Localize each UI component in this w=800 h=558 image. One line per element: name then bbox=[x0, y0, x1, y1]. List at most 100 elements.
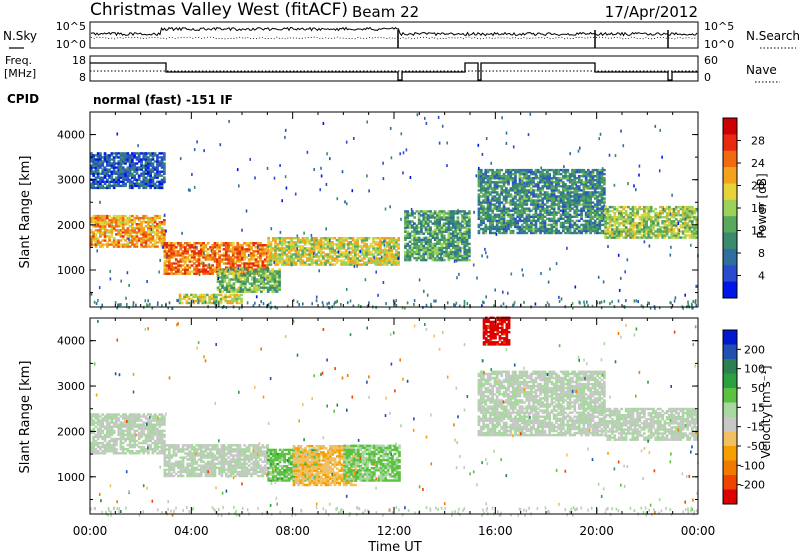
data-cell bbox=[331, 251, 334, 253]
data-cell bbox=[578, 185, 581, 187]
data-cell bbox=[548, 218, 551, 220]
data-cell bbox=[264, 264, 267, 266]
data-cell bbox=[620, 222, 623, 224]
data-cell bbox=[92, 154, 95, 156]
data-cell bbox=[510, 199, 513, 201]
data-cell bbox=[589, 187, 592, 189]
data-cell bbox=[149, 237, 152, 239]
data-cell bbox=[503, 175, 506, 177]
data-cell bbox=[530, 181, 533, 183]
data-cell bbox=[654, 230, 657, 232]
data-cell bbox=[546, 201, 549, 203]
data-cell bbox=[239, 258, 242, 260]
data-cell bbox=[406, 235, 409, 237]
data-cell bbox=[548, 169, 551, 171]
data-cell bbox=[365, 261, 368, 263]
data-cell bbox=[441, 249, 444, 251]
data-cell bbox=[271, 268, 274, 270]
data-cell bbox=[101, 160, 104, 162]
data-cell bbox=[461, 224, 464, 226]
data-cell bbox=[668, 228, 671, 230]
data-cell bbox=[429, 226, 432, 228]
data-cell bbox=[156, 225, 159, 227]
data-cell bbox=[156, 171, 159, 173]
data-cell bbox=[466, 222, 469, 224]
data-cell bbox=[530, 220, 533, 222]
data-cell bbox=[625, 226, 628, 228]
data-cell bbox=[569, 181, 572, 183]
data-cell bbox=[643, 206, 646, 208]
data-cell bbox=[161, 185, 164, 187]
data-cell bbox=[264, 258, 267, 260]
data-cell bbox=[225, 252, 228, 254]
data-cell bbox=[507, 181, 510, 183]
data-cell bbox=[208, 300, 211, 302]
nsearch-line bbox=[91, 37, 697, 39]
data-cell bbox=[454, 229, 457, 231]
data-cell bbox=[689, 236, 692, 238]
data-cell bbox=[567, 193, 570, 195]
data-cell bbox=[427, 222, 430, 224]
data-cell bbox=[609, 218, 612, 220]
data-cell bbox=[227, 242, 230, 244]
scatter-point bbox=[619, 289, 621, 292]
data-cell bbox=[487, 169, 490, 171]
data-cell bbox=[99, 173, 102, 175]
data-cell bbox=[142, 158, 145, 160]
scatter-point bbox=[180, 157, 182, 160]
data-cell bbox=[163, 158, 166, 160]
data-cell bbox=[206, 302, 209, 304]
data-cell bbox=[384, 251, 387, 253]
data-cell bbox=[145, 237, 148, 239]
data-cell bbox=[535, 208, 538, 210]
data-cell bbox=[530, 226, 533, 228]
data-cell bbox=[111, 231, 114, 233]
data-cell bbox=[274, 239, 277, 241]
data-cell bbox=[541, 220, 544, 222]
data-cell bbox=[564, 187, 567, 189]
data-cell bbox=[452, 243, 455, 245]
data-cell bbox=[154, 219, 157, 221]
data-cell bbox=[487, 187, 490, 189]
data-cell bbox=[283, 239, 286, 241]
data-cell bbox=[225, 246, 228, 248]
data-cell bbox=[643, 210, 646, 212]
data-cell bbox=[484, 214, 487, 216]
data-cell bbox=[260, 291, 263, 293]
data-cell bbox=[438, 210, 441, 212]
data-cell bbox=[686, 224, 689, 226]
data-cell bbox=[281, 237, 284, 239]
data-cell bbox=[269, 270, 272, 272]
data-cell bbox=[104, 152, 107, 154]
data-cell bbox=[537, 169, 540, 171]
data-cell bbox=[138, 231, 141, 233]
data-cell bbox=[609, 214, 612, 216]
data-cell bbox=[609, 224, 612, 226]
data-cell bbox=[108, 175, 111, 177]
data-cell bbox=[115, 239, 118, 241]
data-cell bbox=[666, 218, 669, 220]
data-cell bbox=[560, 210, 563, 212]
data-cell bbox=[675, 218, 678, 220]
data-cell bbox=[386, 249, 389, 251]
data-cell bbox=[657, 218, 660, 220]
data-cell bbox=[101, 243, 104, 245]
data-cell bbox=[142, 237, 145, 239]
data-cell bbox=[243, 258, 246, 260]
data-cell bbox=[532, 189, 535, 191]
data-cell bbox=[154, 160, 157, 162]
data-cell bbox=[182, 246, 185, 248]
data-cell bbox=[598, 193, 601, 195]
data-cell bbox=[450, 226, 453, 228]
data-cell bbox=[205, 254, 208, 256]
data-cell bbox=[211, 268, 214, 270]
data-cell bbox=[489, 214, 492, 216]
data-cell bbox=[682, 230, 685, 232]
data-cell bbox=[557, 220, 560, 222]
data-cell bbox=[113, 243, 116, 245]
data-cell bbox=[349, 257, 352, 259]
data-cell bbox=[101, 171, 104, 173]
data-cell bbox=[386, 245, 389, 247]
data-cell bbox=[327, 237, 330, 239]
data-cell bbox=[347, 245, 350, 247]
